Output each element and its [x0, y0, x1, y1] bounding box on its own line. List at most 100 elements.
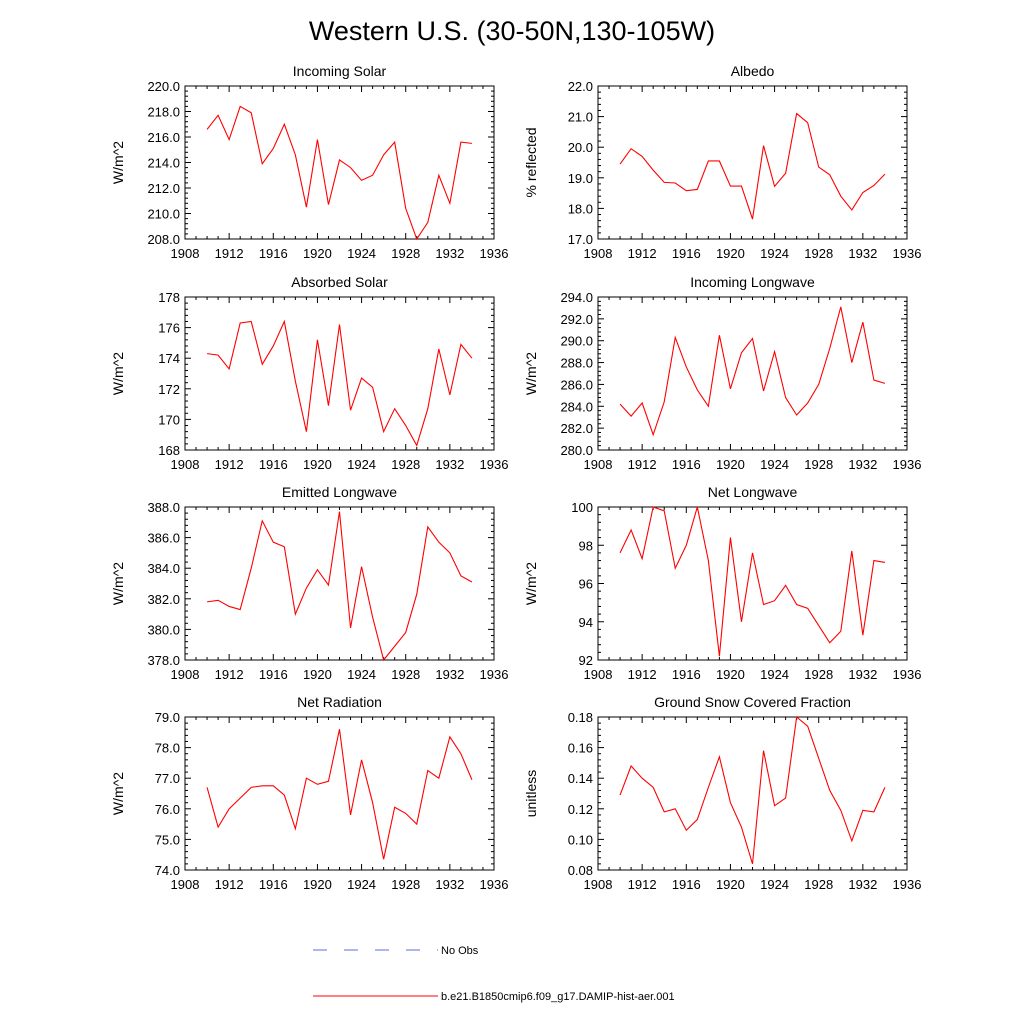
- y-tick-label: 288.0: [560, 356, 593, 371]
- y-tick-label: 280.0: [560, 443, 593, 458]
- y-tick-label: 0.08: [568, 863, 593, 878]
- x-tick-label: 1924: [760, 457, 789, 472]
- x-tick-label: 1936: [893, 457, 922, 472]
- x-tick-label: 1908: [584, 246, 613, 261]
- x-tick-label: 1924: [760, 667, 789, 682]
- series-line: [619, 112, 886, 220]
- x-tick-label: 1920: [303, 667, 332, 682]
- y-tick-label: 21.0: [568, 110, 593, 125]
- x-tick-label: 1912: [628, 457, 657, 472]
- x-tick-label: 1936: [893, 877, 922, 892]
- y-tick-label: 290.0: [560, 334, 593, 349]
- y-tick-label: 77.0: [155, 771, 180, 786]
- x-tick-label: 1928: [804, 457, 833, 472]
- legend: No Obs b.e21.B1850cmip6.f09_g17.DAMIP-hi…: [313, 945, 675, 1003]
- x-tick-label: 1928: [391, 457, 420, 472]
- y-tick-label: 218.0: [147, 105, 180, 120]
- x-tick-label: 1916: [259, 246, 288, 261]
- x-tick-label: 1912: [215, 246, 244, 261]
- x-tick-label: 1920: [716, 457, 745, 472]
- plot-frame: [184, 716, 495, 871]
- x-tick-label: 1924: [347, 457, 376, 472]
- legend-obs-label: No Obs: [441, 945, 479, 957]
- y-axis-label: W/m^2: [110, 141, 126, 184]
- y-tick-label: 0.14: [568, 771, 593, 786]
- y-tick-label: 384.0: [147, 561, 180, 576]
- panel-2: Albedo % reflected 1908 1912 1916 1920 1924 192…: [523, 63, 921, 261]
- series-line: [619, 715, 886, 865]
- series-line: [619, 506, 886, 657]
- series-line: [206, 729, 473, 860]
- y-tick-label: 216.0: [147, 130, 180, 145]
- y-tick-label: 18.0: [568, 201, 593, 216]
- panel-5: Emitted Longwave W/m^2 1908 1912 1916 1920 192…: [110, 484, 508, 682]
- plot-frame: [597, 506, 908, 661]
- x-tick-label: 1924: [760, 246, 789, 261]
- y-tick-label: 284.0: [560, 399, 593, 414]
- x-tick-label: 1928: [804, 877, 833, 892]
- x-tick-label: 1924: [760, 877, 789, 892]
- x-tick-label: 1920: [716, 667, 745, 682]
- y-tick-label: 174: [158, 351, 180, 366]
- x-tick-label: 1912: [628, 877, 657, 892]
- y-tick-label: 92: [579, 653, 593, 668]
- x-tick-label: 1912: [628, 246, 657, 261]
- x-tick-label: 1908: [584, 667, 613, 682]
- x-tick-label: 1932: [435, 667, 464, 682]
- x-tick-label: 1924: [347, 877, 376, 892]
- y-tick-label: 0.16: [568, 741, 593, 756]
- x-tick-label: 1920: [303, 457, 332, 472]
- y-tick-label: 98: [579, 538, 593, 553]
- y-axis-label: unitless: [523, 770, 539, 817]
- y-tick-label: 0.12: [568, 802, 593, 817]
- x-tick-label: 1932: [848, 246, 877, 261]
- x-tick-label: 1916: [259, 457, 288, 472]
- series-line: [206, 511, 473, 662]
- y-tick-label: 386.0: [147, 531, 180, 546]
- y-tick-label: 168: [158, 443, 180, 458]
- y-tick-label: 19.0: [568, 171, 593, 186]
- x-tick-label: 1916: [672, 246, 701, 261]
- panel-title: Absorbed Solar: [291, 274, 388, 290]
- panel-4: Incoming Longwave W/m^2 1908 1912 1916 1920 19…: [523, 274, 921, 472]
- x-tick-label: 1924: [347, 246, 376, 261]
- y-tick-label: 17.0: [568, 232, 593, 247]
- series-line: [206, 105, 472, 241]
- x-tick-label: 1908: [171, 457, 200, 472]
- x-tick-label: 1928: [391, 667, 420, 682]
- x-tick-label: 1936: [480, 667, 509, 682]
- y-tick-label: 286.0: [560, 377, 593, 392]
- x-tick-label: 1912: [215, 457, 244, 472]
- y-tick-label: 220.0: [147, 79, 180, 94]
- panel-title: Incoming Solar: [293, 63, 387, 79]
- x-tick-label: 1920: [716, 877, 745, 892]
- y-axis-label: W/m^2: [110, 562, 126, 605]
- panel-6: Net Longwave W/m^2 1908 1912 1916 1920 1924 192…: [523, 484, 921, 682]
- x-tick-label: 1932: [435, 246, 464, 261]
- y-tick-label: 96: [579, 577, 593, 592]
- x-tick-label: 1932: [848, 877, 877, 892]
- y-tick-label: 75.0: [155, 832, 180, 847]
- y-axis-label: W/m^2: [110, 352, 126, 395]
- y-tick-label: 176: [158, 321, 180, 336]
- panel-title: Emitted Longwave: [282, 484, 397, 500]
- panel-7: Net Radiation W/m^2 1908 1912 1916 1920 1924 19…: [110, 694, 508, 892]
- y-tick-label: 170: [158, 412, 180, 427]
- y-tick-label: 22.0: [568, 79, 593, 94]
- x-tick-label: 1928: [391, 246, 420, 261]
- y-tick-label: 212.0: [147, 181, 180, 196]
- x-tick-label: 1920: [303, 877, 332, 892]
- x-tick-label: 1932: [435, 877, 464, 892]
- series-line: [619, 306, 886, 437]
- y-tick-label: 0.10: [568, 832, 593, 847]
- x-tick-label: 1916: [259, 667, 288, 682]
- panel-title: Ground Snow Covered Fraction: [654, 694, 851, 710]
- y-axis-label: % reflected: [523, 127, 539, 197]
- y-tick-label: 292.0: [560, 312, 593, 327]
- y-tick-label: 208.0: [147, 232, 180, 247]
- y-tick-label: 294.0: [560, 290, 593, 305]
- panel-title: Incoming Longwave: [690, 274, 815, 290]
- y-axis-label: W/m^2: [110, 772, 126, 815]
- x-tick-label: 1936: [480, 246, 509, 261]
